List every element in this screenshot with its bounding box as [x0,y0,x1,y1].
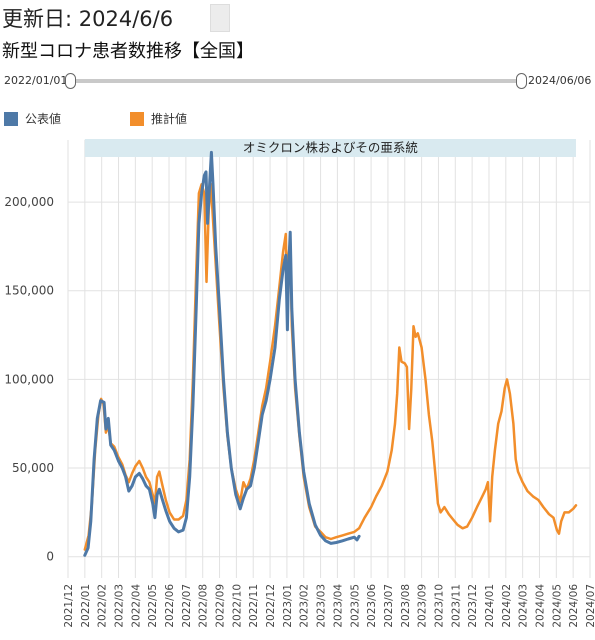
blank-box [210,4,230,32]
x-tick-label: 2024/02 [501,584,513,628]
x-tick-label: 2023/06 [366,584,378,628]
date-range-slider-track[interactable] [70,79,521,83]
x-tick-label: 2022/12 [265,584,277,628]
y-tick-label: 100,000 [4,372,54,386]
x-tick-label: 2024/06 [568,584,580,628]
slider-start-label: 2022/01/01 [4,74,68,87]
x-tick-label: 2023/12 [467,584,479,628]
omicron-band-label: オミクロン株およびその亜系統 [243,140,418,155]
x-tick-label: 2024/01 [484,584,496,628]
x-tick-label: 2023/03 [316,584,328,628]
x-tick-label: 2024/05 [551,584,563,628]
x-tick-label: 2022/07 [181,584,193,628]
x-tick-label: 2022/10 [231,584,243,628]
x-tick-label: 2023/10 [433,584,445,628]
y-tick-label: 200,000 [4,195,54,209]
y-tick-label: 0 [46,550,54,564]
legend-label-estimated: 推計値 [151,112,188,126]
x-tick-label: 2022/04 [130,584,142,628]
x-tick-label: 2024/07 [585,584,595,628]
legend-label-published: 公表値 [25,112,62,126]
omicron-band [84,139,576,157]
x-tick-label: 2024/03 [518,584,530,628]
x-tick-label: 2021/12 [63,584,75,628]
slider-end-handle[interactable] [516,73,527,89]
x-tick-label: 2023/08 [400,584,412,628]
x-tick-label: 2023/05 [349,584,361,628]
x-tick-label: 2023/04 [332,584,344,628]
updated-date: 更新日: 2024/6/6 [2,7,174,31]
y-tick-label: 150,000 [4,284,54,298]
x-tick-label: 2022/06 [164,584,176,628]
slider-end-label: 2024/06/06 [528,74,592,87]
x-tick-label: 2022/08 [198,584,210,628]
x-tick-label: 2024/04 [534,584,546,628]
series-published-line [83,150,361,557]
x-tick-label: 2022/09 [215,584,227,628]
x-tick-label: 2023/02 [299,584,311,628]
x-tick-label: 2022/01 [80,584,92,628]
x-tick-label: 2023/11 [450,584,462,628]
x-tick-label: 2022/02 [97,584,109,628]
x-tick-label: 2023/01 [282,584,294,628]
x-tick-label: 2023/07 [383,584,395,628]
page-title: 新型コロナ患者数推移【全国】 [2,41,254,62]
legend-item-published[interactable]: 公表値 [4,110,61,127]
x-tick-label: 2023/09 [417,584,429,628]
x-tick-label: 2022/03 [114,584,126,628]
x-tick-label: 2022/11 [248,584,260,628]
x-tick-label: 2022/05 [147,584,159,628]
slider-start-handle[interactable] [65,73,76,89]
legend-swatch-estimated [130,111,144,126]
y-tick-label: 50,000 [12,461,54,475]
legend-item-estimated[interactable]: 推計値 [130,110,187,127]
legend-swatch-published [4,111,18,126]
